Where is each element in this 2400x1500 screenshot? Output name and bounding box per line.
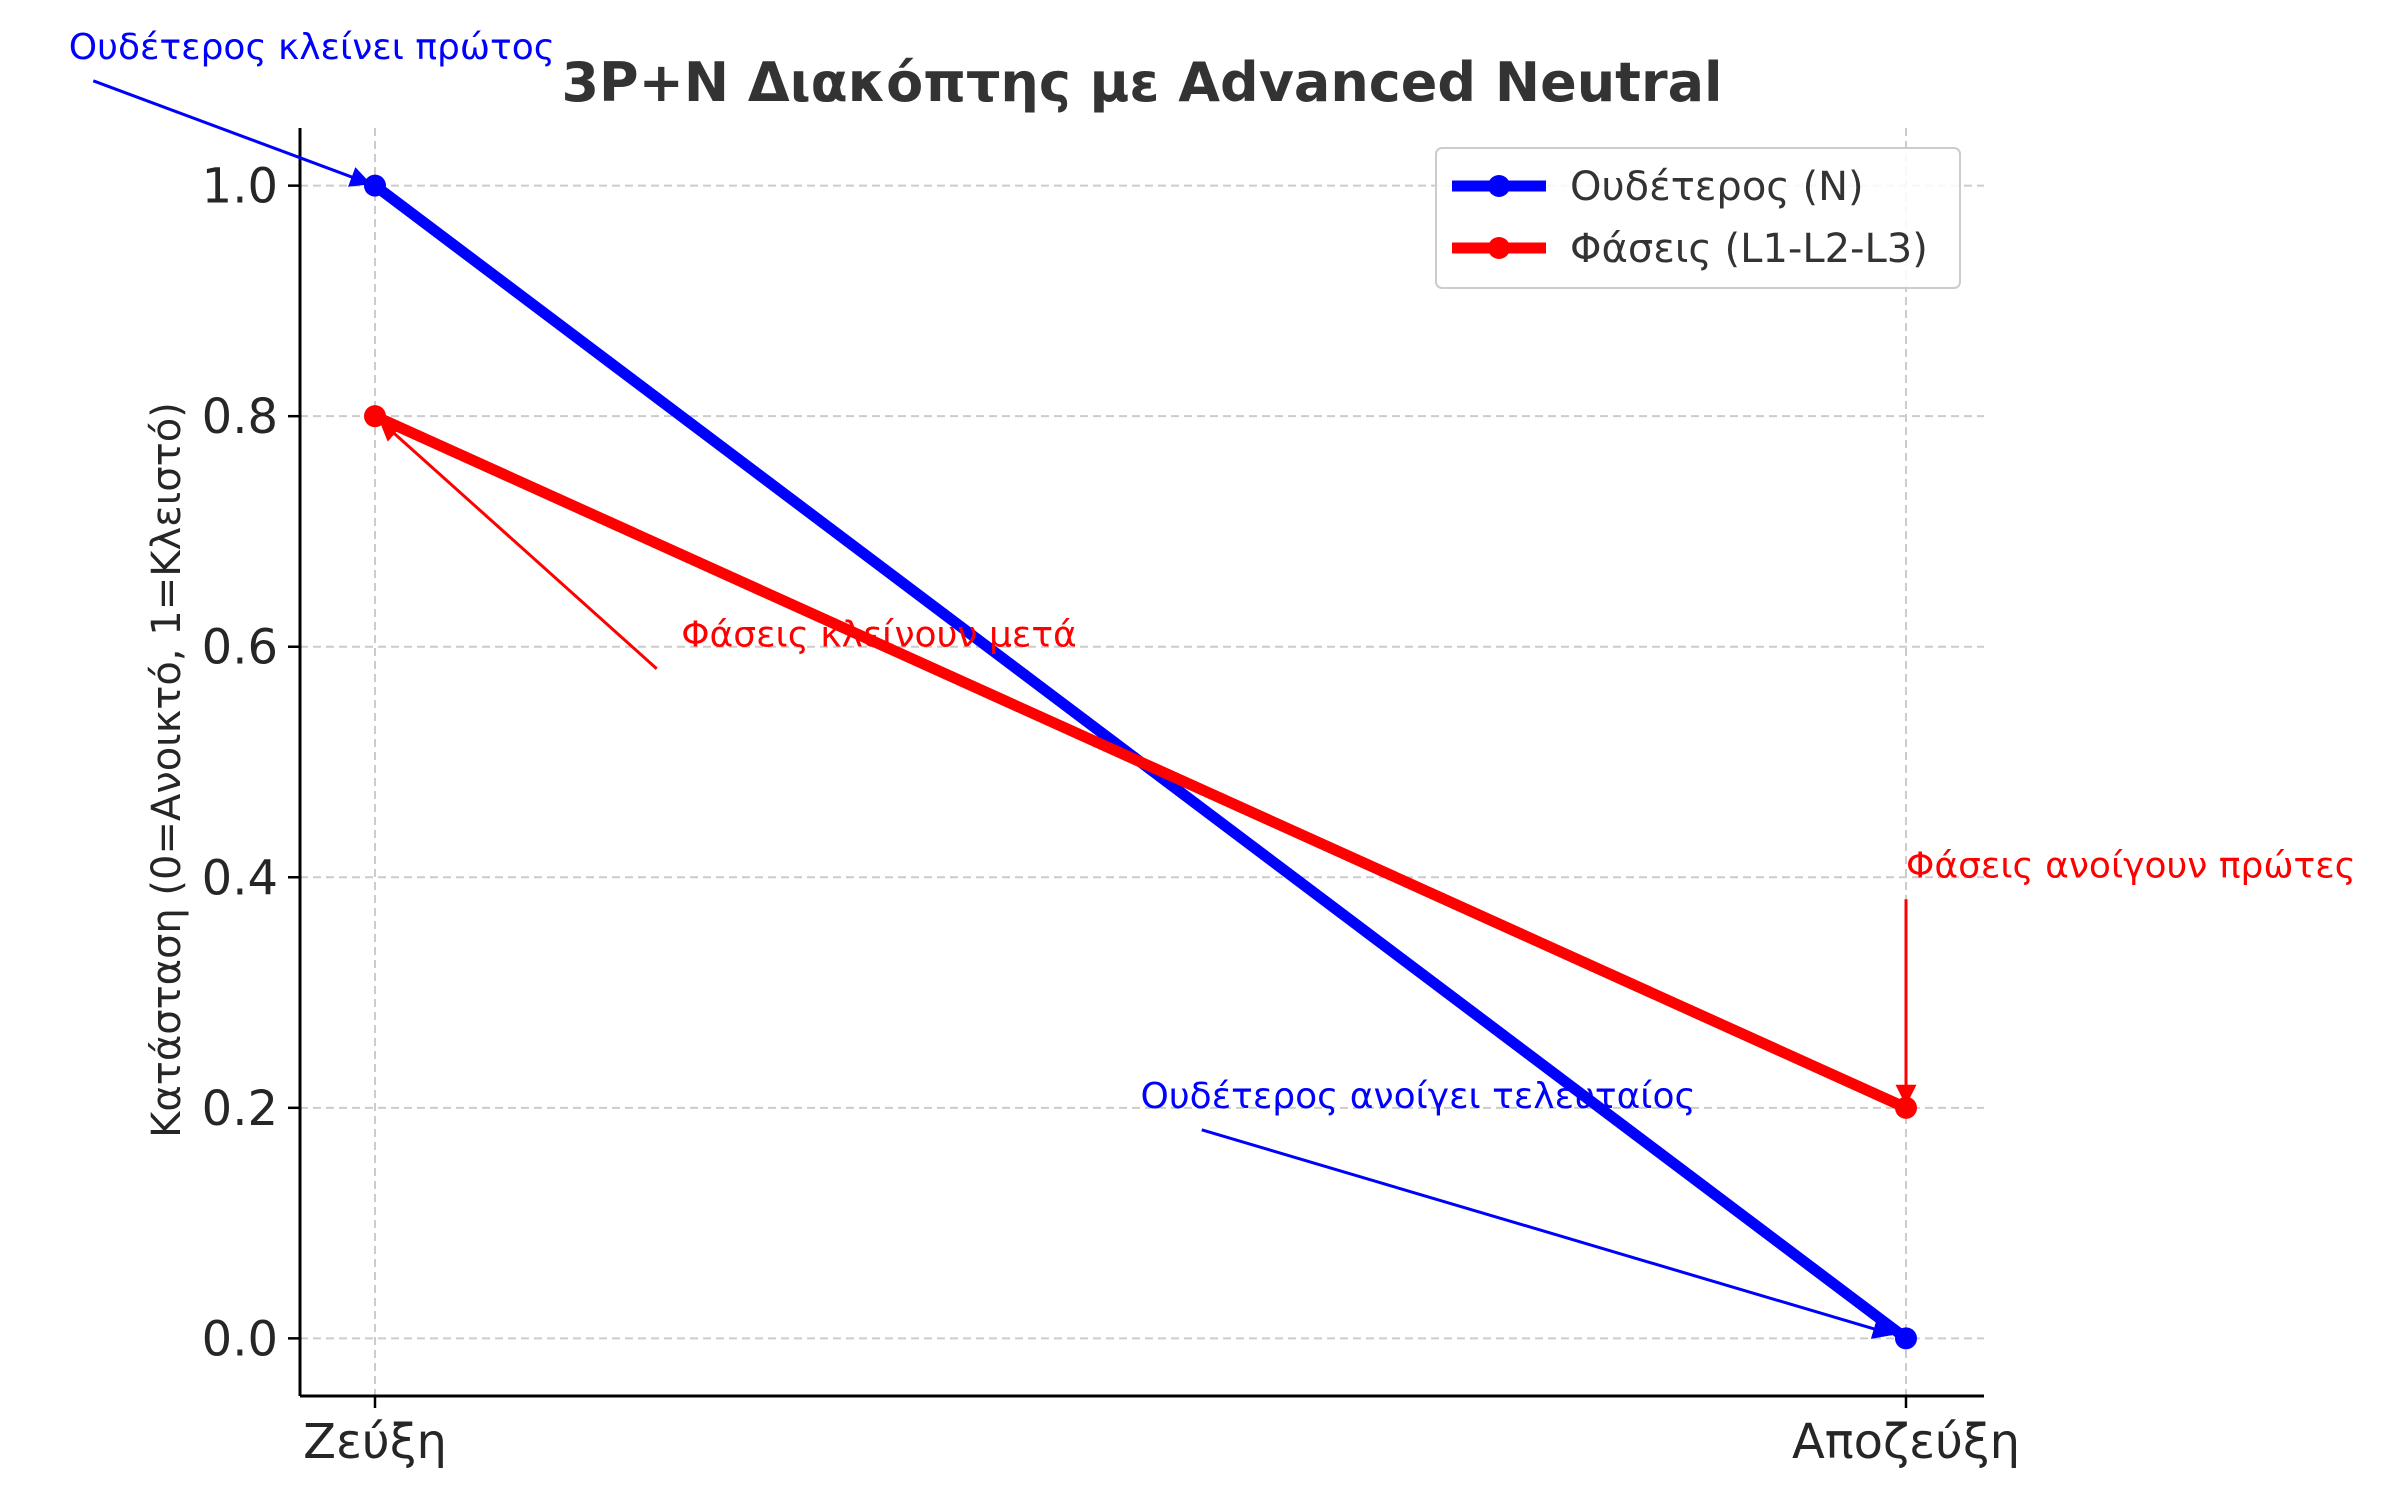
annotations: Ουδέτερος κλείνει πρώτος Φάσεις κλείνουν … [69, 27, 2356, 1339]
annotation-text: Φάσεις κλείνουν μετά [681, 615, 1077, 656]
annotation-text: Ουδέτερος ανοίγει τελευταίος [1141, 1076, 1696, 1117]
legend-label: Ουδέτερος (N) [1570, 164, 1864, 210]
y-tick-label: 0.8 [202, 389, 278, 445]
data-point [364, 174, 386, 197]
y-axis-label: Κατάσταση (0=Ανοικτό, 1=Κλειστό) [144, 402, 190, 1138]
x-tick-label: Αποζεύξη [1792, 1414, 2020, 1470]
grid [300, 128, 1984, 1396]
y-tick-label: 0.2 [202, 1081, 278, 1137]
annotation-arrow [92, 79, 372, 187]
y-tick-label: 1.0 [202, 159, 278, 215]
series [364, 174, 1917, 1350]
legend-box [1435, 147, 1961, 289]
annotation-text: Ουδέτερος κλείνει πρώτος [69, 27, 555, 68]
x-tick-label: Ζεύξη [303, 1414, 447, 1470]
legend-label: Φάσεις (L1-L2-L3) [1570, 226, 1928, 272]
chart-title: 3P+N Διακόπτης με Advanced Neutral [561, 51, 1722, 114]
annotation-arrow [1201, 1128, 1894, 1339]
series-line [369, 410, 1912, 1114]
y-tick-label: 0.6 [202, 620, 278, 676]
annotation-text: Φάσεις ανοίγουν πρώτες [1906, 845, 2356, 886]
legend-swatch-marker [1488, 175, 1510, 197]
annotation-arrow [379, 419, 658, 670]
y-tick-label: 0.4 [202, 850, 278, 906]
y-tick-label: 0.0 [202, 1311, 278, 1367]
axes: 0.0 0.2 0.4 0.6 0.8 1.0 Ζεύξη Αποζεύξη [202, 128, 2020, 1470]
data-point [1895, 1327, 1917, 1350]
legend-swatch-marker [1488, 237, 1510, 259]
legend: Ουδέτερος (N) Φάσεις (L1-L2-L3) [1435, 147, 1961, 289]
